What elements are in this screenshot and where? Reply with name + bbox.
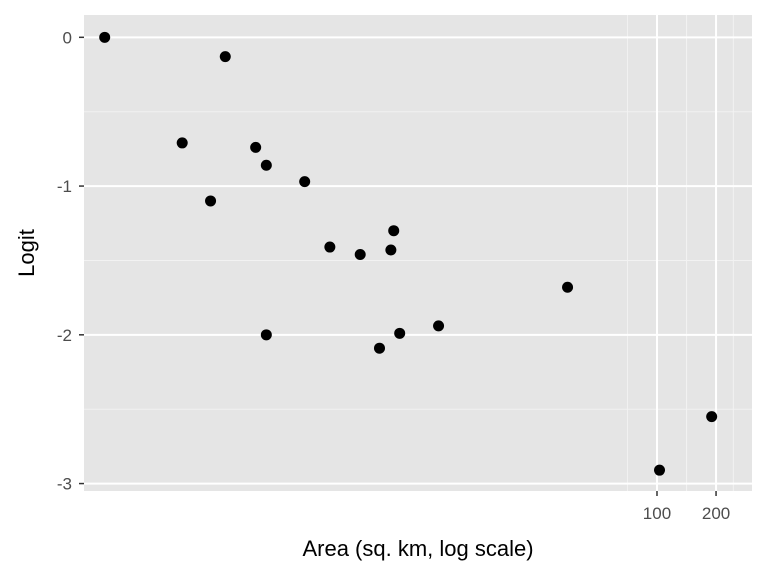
data-point xyxy=(219,51,231,63)
minor-gridlines xyxy=(84,15,752,491)
x-axis: 100 200 xyxy=(643,491,730,523)
data-point xyxy=(562,281,574,293)
data-point xyxy=(260,159,272,171)
data-point xyxy=(324,241,336,253)
data-point xyxy=(385,244,397,256)
x-tick-label: 100 xyxy=(643,504,671,523)
data-point xyxy=(299,176,311,188)
data-point xyxy=(373,342,385,354)
major-gridlines xyxy=(84,15,752,491)
y-axis-title: Logit xyxy=(14,229,39,277)
x-tick-label: 200 xyxy=(702,504,730,523)
data-point xyxy=(433,320,445,332)
y-tick-label: -2 xyxy=(57,326,72,345)
data-point xyxy=(654,464,666,476)
data-point xyxy=(394,327,406,339)
data-point xyxy=(250,141,262,153)
data-points xyxy=(99,31,718,476)
data-point xyxy=(205,195,217,207)
y-tick-label: -3 xyxy=(57,475,72,494)
y-axis: 0 -1 -2 -3 xyxy=(57,28,84,494)
data-point xyxy=(706,411,718,423)
data-point xyxy=(260,329,272,341)
data-point xyxy=(388,225,400,237)
data-point xyxy=(99,31,111,43)
y-tick-label: 0 xyxy=(63,28,72,47)
y-tick-label: -1 xyxy=(57,177,72,196)
data-point xyxy=(176,137,188,149)
plot-panel xyxy=(84,15,752,491)
x-axis-title: Area (sq. km, log scale) xyxy=(302,536,533,561)
data-point xyxy=(354,248,366,260)
